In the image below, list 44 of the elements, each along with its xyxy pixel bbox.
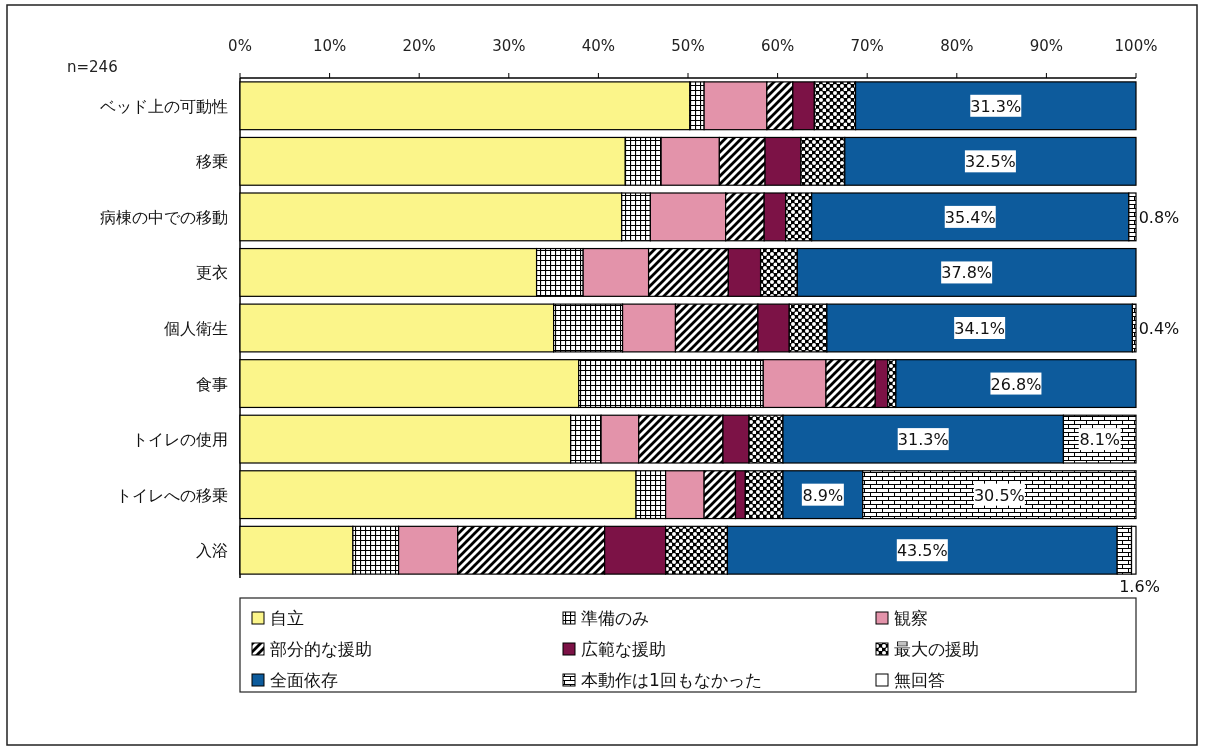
data-label: 32.5% (964, 152, 1016, 172)
legend-label: 自立 (270, 608, 304, 628)
data-label: 31.3% (970, 96, 1022, 116)
y-tick-label: 食事 (196, 374, 228, 394)
legend-label: 無回答 (894, 670, 945, 690)
legend-label: 準備のみ (581, 608, 649, 628)
data-label: 34.1% (954, 319, 1006, 338)
x-tick-label: 20% (402, 37, 436, 55)
legend-label: 最大の援助 (894, 639, 979, 659)
y-tick-label: トイレへの移乗 (116, 485, 228, 505)
data-label: 0.8% (1138, 207, 1180, 227)
data-label: 30.5% (973, 485, 1025, 505)
y-tick-label: 病棟の中での移動 (100, 207, 228, 227)
x-tick-label: 40% (581, 37, 616, 55)
y-tick-label: 個人衛生 (164, 319, 228, 338)
legend-label: 全面依存 (270, 670, 338, 690)
x-tick-label: 30% (492, 37, 526, 55)
x-tick-label: 90% (1029, 37, 1064, 55)
legend-label: 本動作は1回もなかった (581, 670, 762, 690)
x-tick-label: 10% (312, 37, 347, 55)
data-label: 1.6% (1119, 577, 1160, 597)
x-tick-label: 80% (940, 37, 974, 55)
y-tick-label: 更衣 (196, 263, 228, 283)
data-label: 35.4% (944, 207, 996, 227)
legend-label: 部分的な援助 (270, 639, 372, 659)
y-tick-label: 移乗 (196, 152, 228, 172)
x-tick-label: 0% (228, 37, 252, 55)
data-label: 26.8% (990, 374, 1042, 394)
data-label: 43.5% (896, 541, 948, 561)
y-tick-label: 入浴 (196, 541, 228, 561)
data-label: 0.4% (1138, 319, 1180, 338)
y-tick-label: トイレの使用 (132, 430, 228, 450)
x-tick-label: 100% (1114, 37, 1158, 55)
x-tick-label: 70% (850, 37, 884, 55)
x-tick-label: 50% (671, 37, 705, 55)
data-label: 37.8% (941, 263, 993, 283)
text: n=246 (67, 58, 118, 76)
x-tick-label: 60% (760, 37, 795, 55)
y-tick-label: ベッド上の可動性 (100, 96, 228, 116)
data-label: 8.9% (802, 485, 844, 505)
legend-label: 観察 (894, 608, 928, 628)
legend-label: 広範な援助 (581, 639, 666, 659)
data-label: 8.1% (1079, 430, 1121, 450)
data-label: 31.3% (897, 430, 949, 450)
